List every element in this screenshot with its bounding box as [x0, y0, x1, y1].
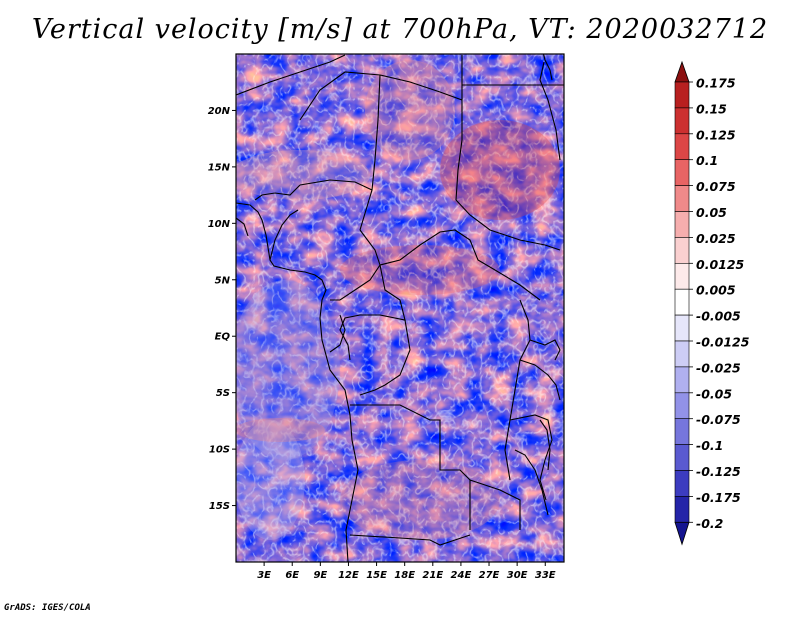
lon-tick-label: 12E: [338, 570, 359, 581]
lat-tick-label: 5S: [216, 388, 230, 399]
colorbar-label: -0.175: [696, 490, 741, 505]
colorbar-segment: [674, 444, 690, 471]
colorbar-segment: [674, 81, 690, 109]
lon-tick-label: 30E: [507, 570, 528, 581]
lat-tick-label: 5N: [215, 275, 231, 286]
great-lakes-border: [504, 299, 531, 481]
car-border: [379, 229, 541, 301]
lon-tick-label: 6E: [285, 570, 299, 581]
colorbar-segment: [674, 392, 690, 419]
car-positive-region: [340, 245, 500, 295]
ghana-border: [269, 209, 299, 261]
lat-tick-label: 15N: [208, 162, 231, 173]
longitude-axis: 3E 6E 9E 12E 15E 18E 21E 24E 27E 30E 33E: [257, 562, 556, 581]
lon-tick-label: 21E: [422, 570, 443, 581]
mali-burkina-border: [254, 184, 301, 201]
colorbar-segment: [674, 340, 690, 368]
lon-tick-label: 18E: [394, 570, 415, 581]
congo-gabon-border: [339, 264, 406, 361]
niger-chad-border: [359, 74, 381, 231]
lake-malawi-east: [539, 419, 551, 471]
lon-tick-label: 9E: [313, 570, 327, 581]
malawi-border: [509, 414, 553, 501]
colorbar-label: 0.075: [696, 179, 736, 194]
lon-tick-label: 15E: [366, 570, 387, 581]
coastlines-and-borders: [236, 54, 564, 562]
colorbar-segment: [674, 366, 690, 394]
senegal-coast: [236, 217, 249, 237]
zambia-border: [469, 479, 521, 530]
colorbar-label: -0.125: [696, 464, 741, 479]
lon-tick-label: 24E: [451, 570, 472, 581]
colorbar-segment: [674, 159, 690, 186]
sahara-positive-region: [236, 150, 370, 200]
nigeria-north-border: [299, 179, 373, 191]
colorbar-label: 0.125: [696, 127, 736, 142]
colorbar: 0.175 0.15 0.125 0.1 0.075 0.05 0.025 0.0125 0.0…: [674, 60, 750, 546]
colorbar-segment: [674, 314, 690, 342]
colorbar-label: -0.005: [696, 309, 741, 324]
colorbar-segment: [674, 288, 690, 316]
lat-tick-label: 15S: [209, 501, 230, 512]
angola-namibia-border: [349, 534, 471, 546]
tanzania-border: [519, 359, 561, 401]
gulf-negative-region: [236, 280, 340, 460]
colorbar-bottom-arrow: [674, 521, 690, 546]
congo-drc-border: [359, 319, 411, 396]
lake-malawi-west: [514, 449, 549, 516]
map-area: [236, 54, 564, 562]
colorbar-label: 0.175: [696, 76, 736, 91]
colorbar-segment: [674, 133, 690, 161]
lat-tick-label: EQ: [215, 332, 231, 343]
lat-tick-label: 10N: [208, 219, 231, 230]
angola-positive-region: [340, 460, 500, 540]
lon-tick-label: 33E: [535, 570, 556, 581]
colorbar-label: 0.05: [696, 205, 727, 220]
libya-positive-region: [365, 60, 455, 160]
colorbar-label: 0.1: [696, 153, 718, 168]
lon-tick-label: 27E: [479, 570, 500, 581]
map-frame: [235, 53, 565, 563]
south-atlantic-negative-region: [236, 420, 305, 540]
eq-guinea-border: [329, 314, 346, 353]
ethiopia-border: [542, 54, 553, 81]
lat-tick-label: 20N: [208, 106, 231, 117]
colorbar-top-arrow: [674, 60, 690, 83]
colorbar-segment: [674, 470, 690, 497]
colorbar-segment: [674, 262, 690, 290]
grads-credit: GrADS: IGES/COLA: [4, 603, 91, 613]
colorbar-segment: [674, 496, 690, 523]
colorbar-segment: [674, 237, 690, 264]
plot-title: Vertical velocity [m/s] at 700hPa, VT: 2…: [31, 14, 769, 45]
west-african-coastline: [236, 202, 359, 562]
colorbar-label: -0.2: [696, 516, 723, 531]
nigeria-cameroon-border: [330, 229, 381, 301]
colorbar-label: -0.075: [696, 412, 741, 427]
atlantic-positive-band: [236, 418, 325, 442]
colorbar-segment: [674, 418, 690, 445]
colorbar-label: 0.025: [696, 231, 736, 246]
colorbar-label: -0.05: [696, 386, 732, 401]
colorbar-label: 0.15: [696, 101, 727, 116]
colorbar-label: -0.025: [696, 360, 741, 375]
colorbar-segment: [674, 211, 690, 238]
colorbar-label: 0.0125: [696, 257, 745, 272]
red-sea-coast: [539, 61, 561, 161]
lon-tick-label: 3E: [257, 570, 271, 581]
latitude-axis: 20N 15N 10N 5N EQ 5S 10S 15S: [208, 106, 236, 512]
sudan-positive-region: [440, 120, 560, 220]
colorbar-label: 0.005: [696, 283, 736, 298]
sudan-south-border: [455, 199, 561, 251]
lat-tick-label: 10S: [209, 445, 230, 456]
uganda-border: [529, 339, 561, 361]
colorbar-segment: [674, 107, 690, 135]
colorbar-label: -0.1: [696, 438, 723, 453]
colorbar-label: -0.0125: [696, 335, 750, 350]
angola-drc-border: [350, 404, 471, 530]
colorbar-segment: [674, 185, 690, 212]
algeria-mali-border: [236, 54, 346, 96]
